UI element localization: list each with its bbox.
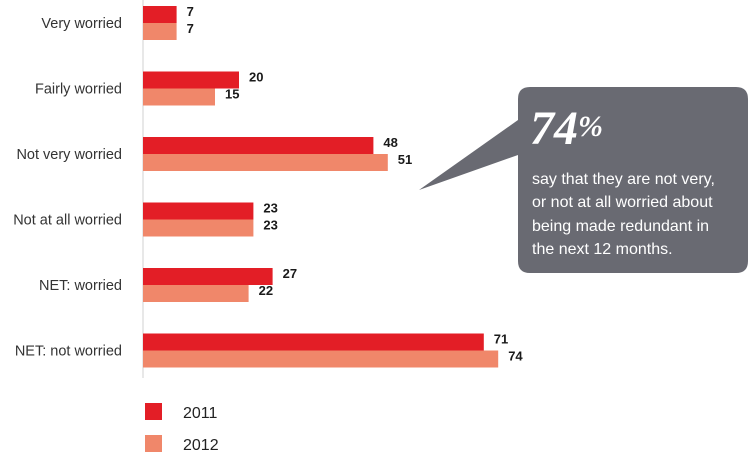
value-label-fairly-worried-2011: 20 (249, 70, 263, 85)
bar-fairly-worried-2011 (143, 71, 239, 89)
callout-percent: 74% (530, 102, 603, 155)
category-label-not-very-worried: Not very worried (16, 147, 122, 163)
bar-not-very-worried-2012 (143, 154, 388, 171)
bar-net-not-worried-2011 (143, 333, 484, 351)
value-label-net-worried-2011: 27 (283, 266, 297, 281)
value-label-net-not-worried-2012: 74 (508, 349, 523, 364)
legend-label-2011: 2011 (183, 405, 218, 422)
value-label-not-very-worried-2011: 48 (383, 135, 397, 150)
category-label-net-not-worried: NET: not worried (15, 344, 122, 360)
bar-very-worried-2012 (143, 23, 177, 40)
callout-background (419, 87, 748, 273)
value-label-net-worried-2012: 22 (259, 283, 273, 298)
callout-line-4: the next 12 months. (532, 241, 673, 258)
callout-percent-sign: % (578, 110, 603, 143)
bars-layer (143, 6, 499, 368)
category-label-very-worried: Very worried (41, 16, 122, 32)
value-label-fairly-worried-2012: 15 (225, 87, 239, 102)
category-labels: Very worried Fairly worried Not very worri… (13, 16, 122, 360)
legend-label-2012: 2012 (183, 437, 219, 454)
bar-very-worried-2011 (143, 6, 177, 23)
bar-fairly-worried-2012 (143, 88, 215, 106)
callout-line-3: being made redundant in (532, 218, 709, 235)
callout-line-1: say that they are not very, (532, 171, 715, 188)
bar-net-not-worried-2012 (143, 350, 499, 368)
value-label-net-not-worried-2011: 71 (494, 332, 508, 347)
category-label-fairly-worried: Fairly worried (35, 82, 122, 98)
category-label-net-worried: NET: worried (39, 278, 122, 294)
value-label-very-worried-2012: 7 (187, 21, 194, 36)
value-label-not-at-all-worried-2011: 23 (263, 201, 277, 216)
callout-bubble: 74% say that they are not very, or not a… (419, 87, 748, 273)
legend-swatch-2011 (145, 403, 162, 420)
bar-net-worried-2012 (143, 285, 249, 302)
bar-not-at-all-worried-2011 (143, 202, 254, 220)
legend-swatch-2012 (145, 435, 162, 452)
bar-net-worried-2011 (143, 268, 273, 285)
bar-not-very-worried-2011 (143, 137, 374, 154)
category-label-not-at-all-worried: Not at all worried (13, 213, 122, 229)
value-label-not-at-all-worried-2012: 23 (263, 218, 277, 233)
bar-not-at-all-worried-2012 (143, 219, 254, 237)
callout-line-2: or not at all worried about (532, 194, 713, 211)
value-label-not-very-worried-2012: 51 (398, 152, 412, 167)
callout-percent-value: 74 (530, 102, 578, 155)
value-label-very-worried-2011: 7 (187, 4, 194, 19)
legend: 2011 2012 (145, 403, 219, 454)
